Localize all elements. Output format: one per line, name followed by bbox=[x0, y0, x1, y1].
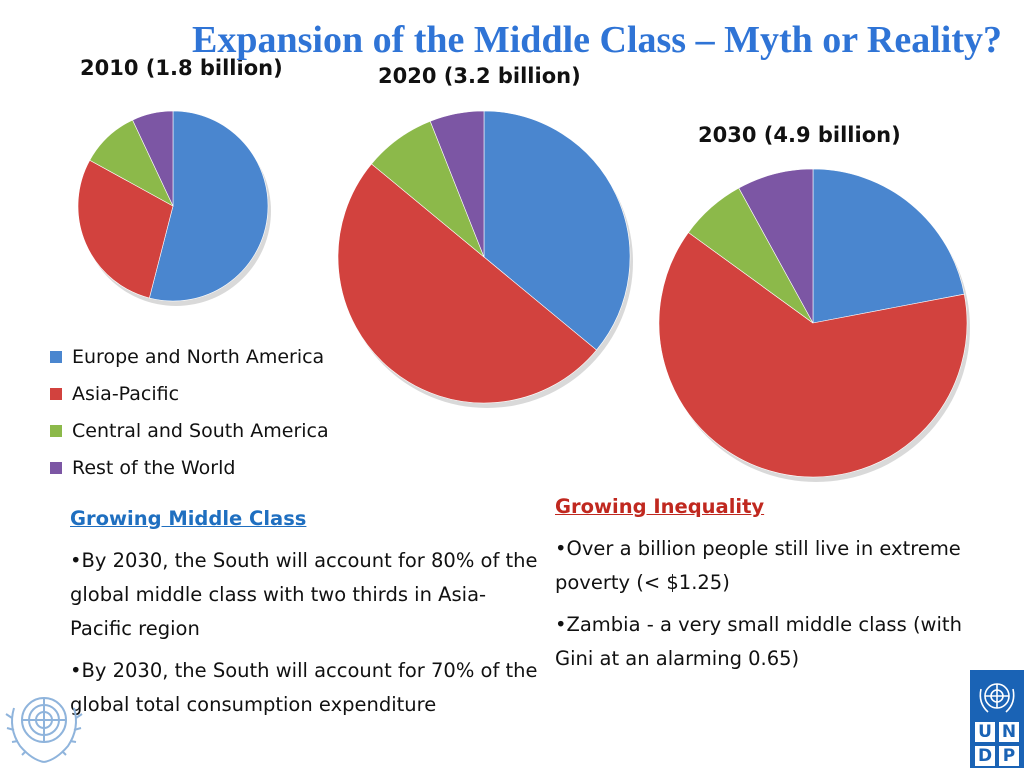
undp-letter-d: D bbox=[975, 746, 995, 766]
legend-label: Rest of the World bbox=[72, 456, 236, 479]
pie-slice-2010-asia-pacific bbox=[77, 159, 174, 299]
pie-slice-2010-rest-of-world bbox=[132, 110, 174, 207]
undp-letter-u: U bbox=[975, 722, 995, 742]
pie-slice-2020-rest-of-world bbox=[429, 110, 485, 258]
legend-swatch bbox=[50, 424, 62, 437]
growing-middle-class-block: Growing Middle Class •By 2030, the South… bbox=[70, 502, 540, 730]
un-emblem-icon bbox=[5, 697, 83, 763]
legend-label: Europe and North America bbox=[72, 345, 325, 368]
legend-item-europe: Europe and North America bbox=[50, 338, 329, 375]
pie-title-2020: 2020 (3.2 billion) bbox=[378, 64, 581, 88]
legend-item-asia-pacific: Asia-Pacific bbox=[50, 375, 329, 412]
bullet-item: •Zambia - a very small middle class (wit… bbox=[555, 613, 962, 670]
undp-letter-p: P bbox=[999, 746, 1019, 766]
undp-letter-n: N bbox=[999, 722, 1019, 742]
chart-legend: Europe and North America Asia-Pacific Ce… bbox=[50, 338, 329, 486]
legend-swatch bbox=[50, 350, 62, 363]
growing-inequality-block: Growing Inequality •Over a billion peopl… bbox=[555, 490, 985, 684]
growing-middle-class-heading: Growing Middle Class bbox=[70, 507, 307, 530]
pie-title-2030: 2030 (4.9 billion) bbox=[698, 123, 901, 147]
growing-inequality-heading: Growing Inequality bbox=[555, 495, 765, 518]
legend-swatch bbox=[50, 387, 62, 400]
pie-title-2010: 2010 (1.8 billion) bbox=[80, 56, 283, 80]
bullet-item: •By 2030, the South will account for 70%… bbox=[70, 659, 538, 716]
legend-item-south-america: Central and South America bbox=[50, 412, 329, 449]
pie-slice-2020-asia-pacific bbox=[337, 163, 597, 404]
bullet-item: •Over a billion people still live in ext… bbox=[555, 537, 961, 594]
undp-logo: U N D P bbox=[970, 670, 1024, 768]
legend-swatch bbox=[50, 461, 62, 474]
undp-globe-icon bbox=[979, 683, 1015, 713]
pie-slice-2020-europe bbox=[483, 110, 631, 351]
bullet-item: •By 2030, the South will account for 80%… bbox=[70, 549, 538, 640]
legend-label: Asia-Pacific bbox=[72, 382, 180, 405]
legend-item-rest-of-world: Rest of the World bbox=[50, 449, 329, 486]
pie-charts bbox=[77, 110, 970, 482]
pie-slice-2030-rest-of-world bbox=[738, 168, 814, 324]
pie-slice-2030-europe bbox=[812, 168, 965, 324]
slide-title: Expansion of the Middle Class – Myth or … bbox=[191, 19, 1002, 61]
pie-slice-2030-asia-pacific bbox=[658, 232, 968, 478]
pie-slice-2010-europe bbox=[149, 110, 269, 302]
legend-label: Central and South America bbox=[72, 419, 329, 442]
